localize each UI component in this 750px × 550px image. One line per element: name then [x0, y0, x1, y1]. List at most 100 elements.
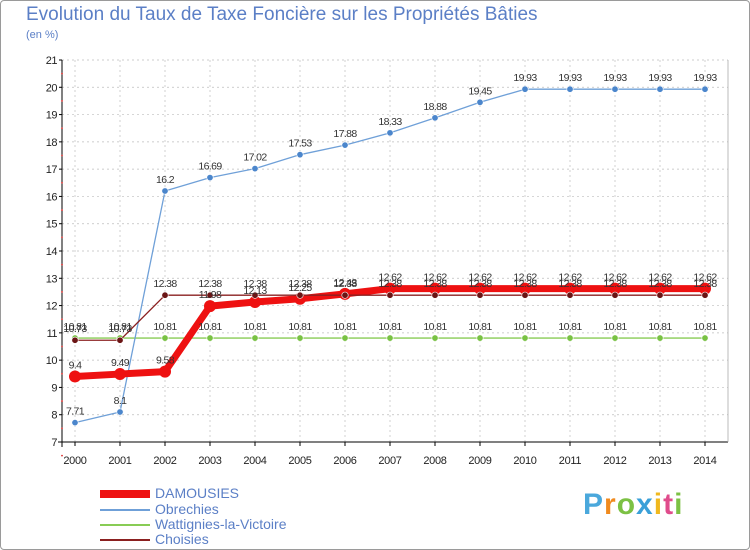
y-tick-label: 19: [46, 110, 58, 122]
data-label-wattignies-la-victoire: 10.81: [423, 321, 447, 333]
data-point-choisies[interactable]: [521, 291, 529, 299]
data-point-choisies[interactable]: [656, 291, 664, 299]
data-point-choisies[interactable]: [116, 336, 124, 344]
data-point-wattignies-la-victoire[interactable]: [656, 334, 664, 342]
data-label-obrechies: 16.69: [198, 161, 222, 173]
data-point-damousies[interactable]: [474, 282, 486, 295]
data-point-wattignies-la-victoire[interactable]: [566, 334, 574, 342]
data-point-choisies[interactable]: [386, 291, 394, 299]
data-point-damousies[interactable]: [654, 282, 666, 295]
legend-item-wattignies[interactable]: Wattignies-la-Victoire: [100, 516, 360, 533]
data-point-obrechies[interactable]: [566, 85, 574, 93]
data-point-wattignies-la-victoire[interactable]: [386, 334, 394, 342]
y-minor-tick: [61, 72, 63, 75]
x-tick-label: 2006: [333, 455, 356, 467]
y-tick-label: 11: [47, 328, 58, 340]
data-point-obrechies[interactable]: [656, 85, 664, 93]
y-tick-label: 17: [46, 164, 58, 176]
data-label-wattignies-la-victoire: 10.81: [558, 321, 582, 333]
data-point-choisies[interactable]: [431, 291, 439, 299]
data-point-wattignies-la-victoire[interactable]: [206, 334, 214, 342]
data-point-obrechies[interactable]: [386, 129, 394, 137]
data-point-obrechies[interactable]: [116, 408, 124, 416]
data-label-wattignies-la-victoire: 10.81: [333, 321, 357, 333]
data-point-obrechies[interactable]: [476, 98, 484, 106]
data-label-obrechies: 18.88: [423, 101, 447, 113]
x-tick-label: 2003: [198, 455, 221, 467]
data-point-choisies[interactable]: [476, 291, 484, 299]
data-point-obrechies[interactable]: [71, 419, 79, 427]
data-point-obrechies[interactable]: [701, 85, 709, 93]
data-point-damousies[interactable]: [699, 282, 711, 295]
legend-item-obrechies[interactable]: Obrechies: [100, 501, 360, 518]
data-point-obrechies[interactable]: [296, 151, 304, 159]
y-minor-tick: [61, 400, 63, 402]
logo-letter: i: [674, 488, 684, 521]
data-point-choisies[interactable]: [566, 291, 574, 299]
x-tick-label: 2004: [243, 455, 266, 467]
legend-label-damousies: DAMOUSIES: [155, 485, 240, 501]
data-label-obrechies: 18.33: [378, 116, 402, 128]
data-label-damousies: 9.58: [156, 355, 175, 367]
data-point-damousies[interactable]: [519, 282, 531, 295]
data-point-obrechies[interactable]: [161, 187, 169, 195]
data-point-obrechies[interactable]: [206, 174, 214, 182]
data-point-choisies[interactable]: [341, 291, 349, 299]
data-point-wattignies-la-victoire[interactable]: [161, 334, 169, 342]
data-point-wattignies-la-victoire[interactable]: [476, 334, 484, 342]
data-point-choisies[interactable]: [161, 291, 169, 299]
data-point-wattignies-la-victoire[interactable]: [611, 334, 619, 342]
data-label-choisies: 12.38: [693, 278, 717, 290]
y-tick-label: 16: [46, 191, 58, 203]
y-minor-tick: [61, 236, 63, 239]
x-tick-label: 2012: [603, 455, 626, 467]
data-label-damousies: 12.62: [378, 272, 402, 284]
data-label-obrechies: 19.93: [603, 72, 627, 84]
data-label-wattignies-la-victoire: 10.81: [513, 321, 537, 333]
data-point-obrechies[interactable]: [611, 85, 619, 93]
data-point-damousies[interactable]: [384, 282, 396, 295]
data-point-damousies[interactable]: [564, 282, 576, 295]
data-label-choisies: 12.38: [198, 278, 222, 290]
data-point-wattignies-la-victoire[interactable]: [431, 334, 439, 342]
data-point-damousies[interactable]: [609, 282, 621, 295]
data-point-obrechies[interactable]: [251, 165, 259, 173]
data-point-choisies[interactable]: [206, 291, 214, 299]
data-point-wattignies-la-victoire[interactable]: [296, 334, 304, 342]
x-tick-label: 2013: [648, 455, 671, 467]
data-point-wattignies-la-victoire[interactable]: [341, 334, 349, 342]
data-label-wattignies-la-victoire: 10.81: [468, 321, 492, 333]
data-point-wattignies-la-victoire[interactable]: [251, 334, 259, 342]
data-label-choisies: 12.38: [423, 278, 447, 290]
data-label-damousies: 12.62: [648, 272, 672, 284]
data-point-wattignies-la-victoire[interactable]: [521, 334, 529, 342]
data-point-choisies[interactable]: [251, 291, 259, 299]
data-point-obrechies[interactable]: [521, 85, 529, 93]
data-point-damousies[interactable]: [249, 296, 261, 309]
x-tick-label: 2014: [693, 455, 716, 467]
data-point-damousies[interactable]: [114, 368, 126, 381]
chart-title: Evolution du Taux de Taxe Foncière sur l…: [26, 4, 538, 25]
data-label-damousies: 12.62: [468, 272, 492, 284]
data-point-choisies[interactable]: [701, 291, 709, 299]
data-point-damousies[interactable]: [69, 370, 81, 383]
data-label-choisies: 12.38: [648, 278, 672, 290]
data-point-obrechies[interactable]: [341, 141, 349, 149]
data-label-obrechies: 19.93: [648, 72, 672, 84]
data-label-damousies: 12.62: [603, 272, 627, 284]
data-point-damousies[interactable]: [429, 282, 441, 295]
data-point-choisies[interactable]: [296, 291, 304, 299]
data-point-damousies[interactable]: [159, 365, 171, 378]
legend-item-damousies[interactable]: DAMOUSIES: [100, 485, 360, 502]
data-point-obrechies[interactable]: [431, 114, 439, 122]
legend-swatch-damousies: [100, 490, 150, 498]
data-point-choisies[interactable]: [71, 336, 79, 344]
legend-item-choisies[interactable]: Choisies: [100, 531, 360, 548]
data-label-obrechies: 19.93: [693, 72, 717, 84]
data-point-wattignies-la-victoire[interactable]: [701, 334, 709, 342]
legend-label-obrechies: Obrechies: [155, 501, 219, 517]
data-point-damousies[interactable]: [204, 300, 216, 313]
data-point-choisies[interactable]: [611, 291, 619, 299]
data-label-choisies: 12.38: [288, 278, 312, 290]
